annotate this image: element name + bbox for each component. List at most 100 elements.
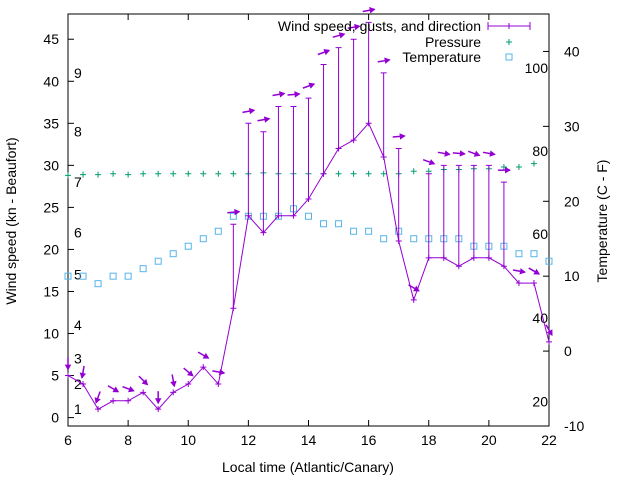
legend-label-temperature: Temperature — [402, 49, 481, 65]
beaufort-label: 4 — [74, 317, 82, 333]
beaufort-label: 9 — [74, 65, 82, 81]
wind-point — [485, 254, 492, 261]
wind-point — [470, 254, 477, 261]
direction-arrow-head — [294, 91, 301, 98]
wind-point — [80, 380, 87, 387]
y2-tick-label: -10 — [564, 418, 584, 434]
wind-point — [275, 212, 282, 219]
direction-arrow-head — [308, 82, 316, 89]
x-tick-label: 14 — [301, 432, 317, 448]
wind-point — [140, 389, 147, 396]
direction-arrow — [347, 23, 361, 31]
direction-arrow-head — [505, 166, 511, 174]
direction-arrow — [94, 391, 101, 404]
wind-point — [230, 305, 237, 312]
y2-tick-label: 40 — [564, 43, 580, 59]
temperature-point — [545, 257, 553, 265]
wind-point — [305, 195, 312, 202]
direction-arrow-head — [338, 32, 346, 39]
pressure-point — [155, 170, 162, 177]
wind-point — [410, 296, 417, 303]
temperature-point — [350, 227, 358, 235]
pressure-point — [65, 172, 71, 179]
pressure-point — [410, 168, 417, 175]
wind-point — [335, 145, 342, 152]
pressure-point — [95, 171, 102, 178]
wind-point — [530, 280, 537, 287]
gust-bar — [335, 47, 342, 149]
direction-arrow-head — [154, 398, 162, 405]
wind-point — [215, 380, 222, 387]
direction-arrow-head — [459, 150, 466, 157]
wind-point — [365, 120, 372, 127]
pressure-point — [200, 170, 207, 177]
gust-bar — [380, 72, 387, 157]
temperature-point — [214, 227, 222, 235]
temperature-point — [169, 250, 177, 258]
direction-arrow — [242, 107, 256, 115]
direction-arrow — [362, 7, 376, 14]
direction-arrow — [437, 150, 451, 157]
direction-arrow — [302, 82, 316, 89]
direction-arrow — [497, 166, 511, 174]
direction-arrow — [107, 385, 120, 393]
direction-arrow — [545, 324, 553, 337]
temperature-point — [154, 257, 162, 265]
direction-arrow — [528, 267, 541, 275]
legend-symbol-temperature — [505, 53, 513, 61]
direction-arrow — [212, 368, 226, 376]
y2-tick-label: 20 — [564, 193, 580, 209]
beaufort-label: 1 — [74, 401, 82, 417]
y-axis-ticks: 0 5 10 15 20 25 30 35 40 45 — [43, 31, 74, 426]
wind-point — [455, 263, 462, 270]
gust-bar — [245, 122, 252, 216]
direction-arrow — [422, 158, 436, 166]
gust-bar — [485, 164, 492, 258]
direction-arrow-head — [473, 150, 481, 157]
gust-bars — [230, 21, 507, 309]
y-tick-label: 0 — [51, 410, 59, 426]
gust-bar — [260, 131, 267, 233]
temperature-point — [64, 272, 72, 280]
pressure-point — [185, 170, 192, 177]
direction-arrow-head — [533, 268, 541, 275]
wind-point — [155, 406, 162, 413]
pressure-point — [170, 170, 177, 177]
wind-point — [515, 280, 522, 287]
direction-arrow — [257, 116, 271, 123]
fahrenheit-label: 60 — [532, 226, 548, 242]
temperature-point — [139, 265, 147, 273]
gust-bar — [230, 223, 237, 309]
direction-arrow-head — [187, 370, 194, 377]
x-tick-label: 12 — [241, 432, 257, 448]
temperature-point — [199, 235, 207, 243]
pressure-point — [80, 171, 87, 178]
temperature-point — [365, 227, 373, 235]
y-tick-label: 35 — [43, 115, 59, 131]
x-tick-label: 10 — [180, 432, 196, 448]
temperature-point — [109, 272, 117, 280]
pressure-point — [500, 164, 507, 171]
y-axis-label: Wind speed (kn - Beaufort) — [3, 137, 19, 304]
beaufort-label: 5 — [74, 267, 82, 283]
x-axis-label: Local time (Atlantic/Canary) — [222, 459, 394, 475]
temperature-point — [335, 220, 343, 228]
temperature-point — [380, 235, 388, 243]
wind-point — [500, 263, 507, 270]
pressure-point — [125, 171, 132, 178]
direction-arrow — [227, 208, 241, 216]
direction-arrow-head — [112, 386, 120, 393]
temperature-point — [305, 212, 312, 220]
wind-point — [380, 153, 387, 160]
direction-arrow — [467, 150, 481, 157]
temperature-point — [320, 220, 328, 228]
direction-arrow — [317, 49, 331, 56]
direction-arrow — [392, 133, 406, 140]
direction-arrow-head — [354, 23, 361, 31]
fahrenheit-label: 100 — [525, 60, 549, 76]
gust-bar — [320, 63, 327, 174]
wind-point — [110, 397, 117, 404]
legend-symbol-pressure — [506, 39, 512, 45]
